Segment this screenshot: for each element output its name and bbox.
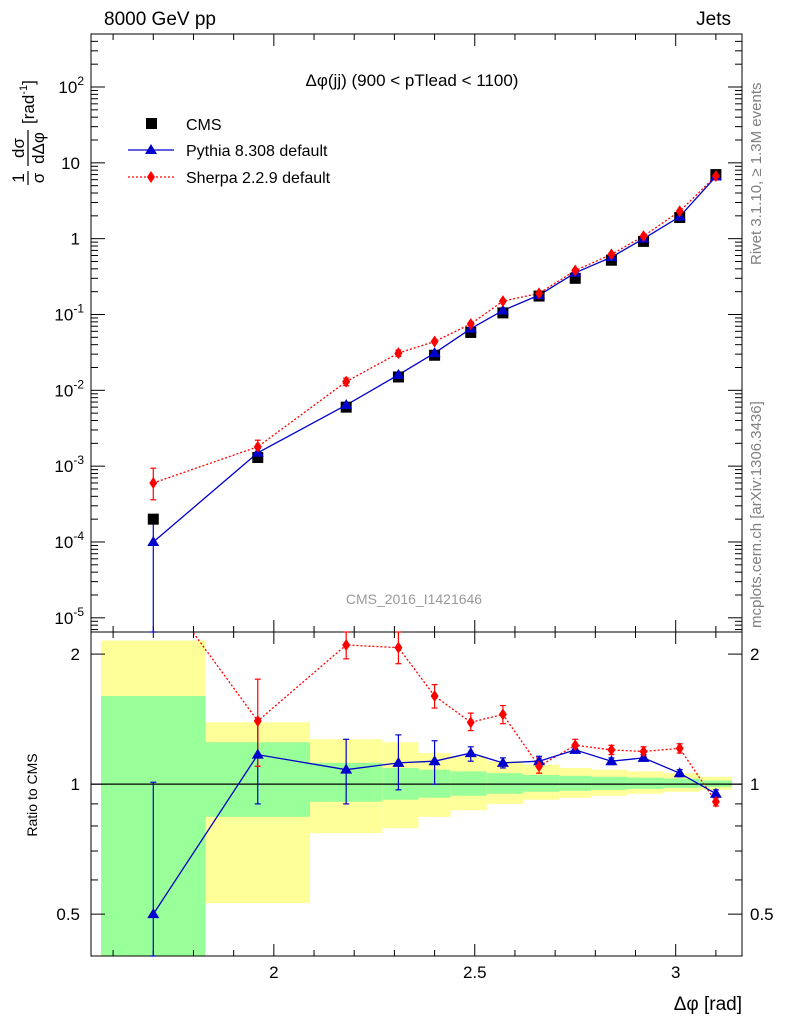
y-tick-label: 102 bbox=[58, 74, 84, 97]
pythia-point bbox=[496, 304, 509, 315]
sherpa-ratio-point bbox=[675, 742, 684, 755]
x-tick-label: 2.5 bbox=[463, 963, 487, 982]
ratio-tick-label-right: 2 bbox=[750, 645, 759, 664]
y-axis-label: 1 σ dσ dΔφ [rad-1] bbox=[9, 80, 48, 185]
sherpa-point bbox=[535, 287, 544, 300]
y-tick-label: 10-3 bbox=[54, 453, 84, 476]
y-label-frac-num: 1 bbox=[9, 173, 28, 182]
pythia-point bbox=[147, 535, 160, 546]
pythia-ratio-point bbox=[147, 908, 160, 919]
header-left: 8000 GeV pp bbox=[104, 9, 216, 30]
analysis-watermark: CMS_2016_I1421646 bbox=[346, 591, 482, 607]
legend: CMS Pythia 8.308 default Sherpa 2.2.9 de… bbox=[128, 117, 331, 187]
sherpa-ratio-point bbox=[430, 689, 439, 702]
ratio-tick-label-left: 0.5 bbox=[56, 905, 80, 924]
ratio-band-inner bbox=[591, 776, 628, 790]
pythia-ratio-point bbox=[340, 763, 353, 774]
sherpa-main-line bbox=[153, 175, 717, 484]
ratio-tick-label-right: 0.5 bbox=[750, 905, 774, 924]
sherpa-ratio-point bbox=[571, 739, 580, 752]
legend-label-pythia: Pythia 8.308 default bbox=[186, 143, 328, 160]
ratio-band-inner bbox=[522, 774, 560, 792]
pythia-ratio-point bbox=[605, 755, 618, 766]
sherpa-point bbox=[466, 317, 475, 330]
chart-title: Δφ(jj) (900 < pTlead < 1100) bbox=[306, 71, 519, 90]
ratio-y-axis-label: Ratio to CMS bbox=[24, 753, 40, 836]
ratio-tick-label-left: 1 bbox=[71, 775, 80, 794]
y-label-frac-den: σ bbox=[29, 172, 48, 183]
x-tick-label: 3 bbox=[671, 963, 680, 982]
sherpa-point bbox=[639, 230, 648, 243]
x-tick-label: 2 bbox=[269, 963, 278, 982]
ratio-band-inner bbox=[627, 777, 664, 789]
legend-label-cms: CMS bbox=[186, 117, 222, 134]
sherpa-ratio-point bbox=[639, 745, 648, 758]
y-tick-label: 10 bbox=[61, 154, 80, 173]
y-label-d-den: dΔφ bbox=[29, 132, 48, 164]
sherpa-ratio-point bbox=[535, 760, 544, 773]
sherpa-point bbox=[675, 205, 684, 218]
ratio-tick-label-left: 2 bbox=[71, 645, 80, 664]
pythia-point bbox=[392, 368, 405, 379]
y-tick-label: 10-4 bbox=[54, 529, 84, 552]
axis-ticks: 2 2.5 3 10-5 10-4 10-3 10-2 10-1 1 10 102 0.5 0.5 1 1 2… bbox=[54, 33, 774, 982]
sherpa-point bbox=[149, 476, 158, 489]
y-tick-label: 10-2 bbox=[54, 377, 84, 400]
sherpa-point bbox=[571, 264, 580, 277]
ratio-band-inner bbox=[486, 773, 523, 794]
ratio-tick-label-right: 1 bbox=[750, 775, 759, 794]
y-label-unit: [rad-1] bbox=[18, 80, 38, 124]
cms-data-point bbox=[147, 513, 159, 525]
sherpa-point bbox=[607, 248, 616, 261]
pythia-ratio-point bbox=[673, 767, 686, 778]
header-right: Jets bbox=[696, 9, 731, 30]
ratio-band-inner bbox=[663, 778, 700, 788]
ratio-band-inner bbox=[559, 775, 592, 791]
y-label-d-num: dσ bbox=[9, 138, 28, 158]
pythia-point bbox=[340, 399, 353, 410]
sherpa-point bbox=[498, 295, 507, 308]
sherpa-ratio-point bbox=[607, 743, 616, 756]
pythia-ratio-point bbox=[428, 755, 441, 766]
sherpa-point bbox=[342, 375, 351, 388]
sherpa-ratio-point bbox=[394, 641, 403, 654]
y-tick-label: 1 bbox=[71, 230, 80, 249]
ratio-bands bbox=[101, 640, 732, 956]
pythia-point bbox=[428, 347, 441, 358]
cms-data-point bbox=[252, 452, 264, 464]
legend-label-sherpa: Sherpa 2.2.9 default bbox=[186, 170, 331, 187]
pythia-ratio-point bbox=[464, 747, 477, 758]
ratio-plot-frame bbox=[90, 631, 743, 957]
y-tick-label: 10-5 bbox=[54, 605, 84, 628]
series-markers bbox=[147, 169, 722, 957]
sherpa-point bbox=[394, 347, 403, 360]
sherpa-ratio-point bbox=[342, 638, 351, 651]
legend-marker-sherpa bbox=[147, 171, 155, 183]
x-axis-label: Δφ [rad] bbox=[674, 994, 742, 1015]
pythia-ratio-point bbox=[496, 756, 509, 767]
pythia-ratio-point bbox=[392, 756, 405, 767]
pythia-ratio-point bbox=[533, 755, 546, 766]
sherpa-point bbox=[430, 335, 439, 348]
pythia-ratio-point bbox=[709, 787, 722, 798]
cms-data-point bbox=[569, 272, 581, 284]
pythia-ratio-point bbox=[251, 748, 264, 759]
y-tick-label: 10-1 bbox=[54, 301, 84, 324]
sherpa-ratio-point bbox=[466, 716, 475, 729]
sherpa-ratio-point bbox=[711, 795, 720, 808]
sherpa-point bbox=[711, 170, 720, 183]
sherpa-ratio-point bbox=[498, 708, 507, 721]
sherpa-point bbox=[253, 440, 262, 453]
legend-marker-cms bbox=[146, 118, 157, 129]
legend-marker-pythia bbox=[145, 144, 157, 154]
sherpa-ratio-point bbox=[253, 715, 262, 728]
